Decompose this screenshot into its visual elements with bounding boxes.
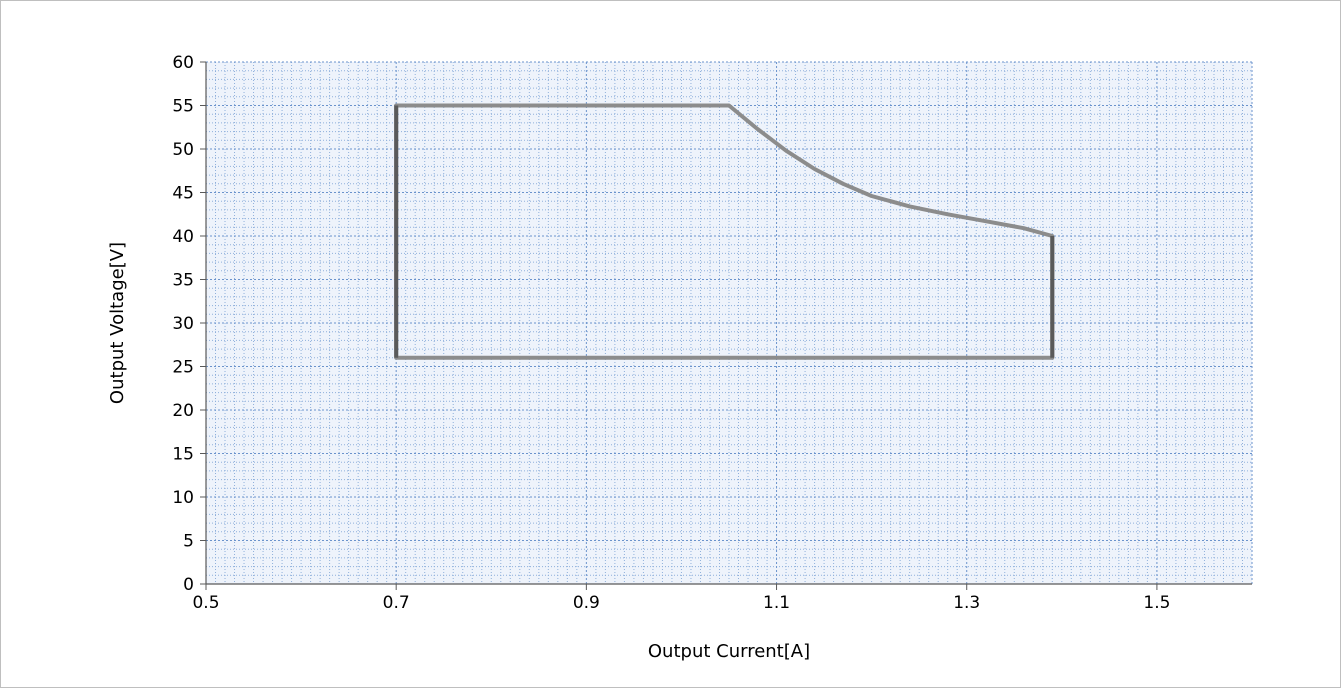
y-tick-label: 10 — [172, 488, 194, 508]
x-axis-title: Output Current[A] — [648, 641, 810, 662]
y-tick-label: 60 — [172, 53, 194, 73]
y-tick-label: 45 — [172, 184, 194, 204]
y-tick-label: 50 — [172, 140, 194, 160]
x-tick-label: 0.7 — [383, 593, 410, 613]
x-tick-label: 0.9 — [573, 593, 600, 613]
series-layer — [394, 103, 1055, 360]
y-tick-label: 25 — [172, 358, 194, 378]
y-tick-label: 15 — [172, 445, 194, 465]
x-tick-label: 0.5 — [192, 593, 219, 613]
x-tick-label: 1.1 — [763, 593, 790, 613]
y-tick-label: 20 — [172, 401, 194, 421]
x-tick-label: 1.5 — [1143, 593, 1170, 613]
y-tick-label: 55 — [172, 97, 194, 117]
y-tick-label: 0 — [183, 575, 194, 595]
y-axis-ticks: 0 5 10 15 20 25 30 35 40 45 50 55 60 — [172, 53, 206, 595]
x-tick-label: 1.3 — [953, 593, 980, 613]
y-tick-label: 30 — [172, 314, 194, 334]
series-line — [394, 103, 1055, 360]
x-axis-ticks: 0.5 0.7 0.9 1.1 1.3 1.5 — [192, 584, 1170, 613]
y-tick-label: 40 — [172, 227, 194, 247]
y-tick-label: 5 — [183, 532, 194, 552]
y-axis-title: Output Voltage[V] — [107, 242, 128, 404]
y-tick-label: 35 — [172, 271, 194, 291]
